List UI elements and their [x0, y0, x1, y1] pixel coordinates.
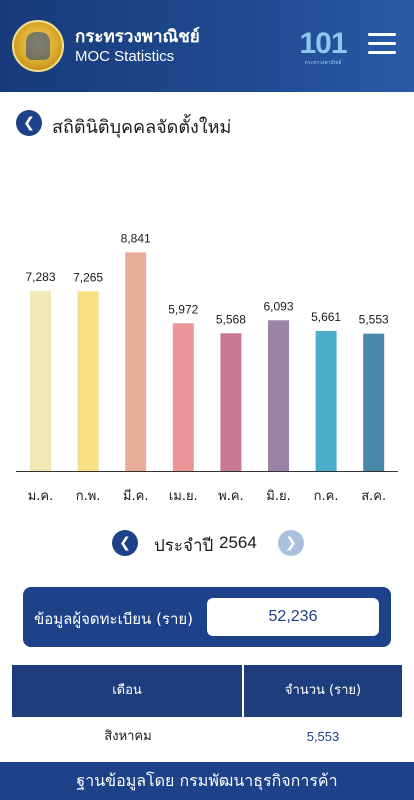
previous-year-button[interactable]: ❮ [112, 530, 138, 556]
bar-4[interactable] [172, 323, 194, 471]
bar-1[interactable] [30, 290, 51, 471]
table-cell-count: 5,553 [306, 729, 340, 744]
next-year-button[interactable]: ❯ [278, 530, 304, 556]
menu-line [368, 42, 396, 45]
bar-value-label: 8,841 [121, 231, 151, 245]
year-label: ประจำปี [154, 536, 214, 556]
menu-line [368, 33, 396, 36]
back-button[interactable]: ❮ [16, 110, 42, 136]
total-label: ข้อมูลผู้จดทะเบียน (ราย) [34, 610, 194, 628]
monthly-table: เดือน จำนวน (ราย) สิงหาคม 5,553 [12, 665, 402, 757]
footer-credit: ฐานข้อมูลโดย กรมพัฒนาธุรกิจการค้า [0, 762, 414, 800]
year-value: 2564 [219, 533, 257, 552]
bar-2[interactable] [77, 291, 99, 471]
table-header-row: เดือน จำนวน (ราย) [12, 665, 402, 717]
app-title: กระทรวงพาณิชย์ [75, 27, 200, 47]
bar-value-label: 5,553 [359, 313, 389, 327]
chart-svg: 7,283 ม.ค. 7,265 ก.พ. 8,841 มี.ค. 5,972 เม.ย. 5,… [16, 231, 398, 504]
bar-5[interactable] [220, 333, 242, 471]
monthly-bar-chart: 7,283 ม.ค. 7,265 ก.พ. 8,841 มี.ค. 5,972 เม.ย. 5,… [0, 185, 414, 515]
bar-8[interactable] [363, 333, 385, 471]
x-tick-label: มี.ค. [123, 488, 149, 504]
chevron-left-icon: ❮ [23, 115, 35, 131]
column-header-count: จำนวน (ราย) [244, 665, 402, 717]
hamburger-menu-icon[interactable] [368, 33, 396, 55]
ministry-emblem-icon [12, 20, 64, 72]
column-header-month: เดือน [12, 665, 242, 717]
total-value: 52,236 [207, 598, 379, 636]
x-tick-label: มิ.ย. [266, 489, 290, 504]
table-cell-month: สิงหาคม [104, 729, 152, 744]
menu-line [368, 51, 396, 54]
chevron-right-icon: ❯ [285, 535, 297, 551]
bar-value-label: 5,568 [216, 312, 246, 326]
table-row: สิงหาคม 5,553 [12, 717, 402, 757]
bar-value-label: 5,972 [168, 302, 198, 316]
app-header: กระทรวงพาณิชย์ MOC Statistics 101 กระทรว… [0, 0, 414, 92]
x-tick-label: เม.ย. [169, 489, 198, 504]
bar-value-label: 6,093 [263, 299, 293, 313]
x-tick-label: ส.ค. [361, 489, 386, 504]
chevron-left-icon: ❮ [119, 535, 131, 551]
logo-text: 101 [299, 27, 347, 60]
bar-value-label: 5,661 [311, 310, 341, 324]
bar-7[interactable] [315, 330, 337, 471]
bar-value-label: 7,283 [25, 270, 55, 284]
total-registrations-box: ข้อมูลผู้จดทะเบียน (ราย) 52,236 [23, 587, 391, 647]
logo-caption: กระทรวงพาณิชย์ [304, 60, 342, 66]
logo-101-icon: 101 กระทรวงพาณิชย์ [296, 28, 350, 70]
page-title: สถิตินิติบุคคลจัดตั้งใหม่ [52, 117, 232, 138]
x-tick-label: ม.ค. [28, 489, 54, 504]
app-subtitle: MOC Statistics [75, 48, 175, 65]
x-tick-label: พ.ค. [218, 489, 244, 504]
x-tick-label: ก.พ. [76, 489, 101, 504]
x-tick-label: ก.ค. [314, 489, 339, 504]
bar-6[interactable] [268, 320, 289, 471]
bar-3[interactable] [125, 252, 147, 471]
bar-value-label: 7,265 [73, 270, 103, 284]
